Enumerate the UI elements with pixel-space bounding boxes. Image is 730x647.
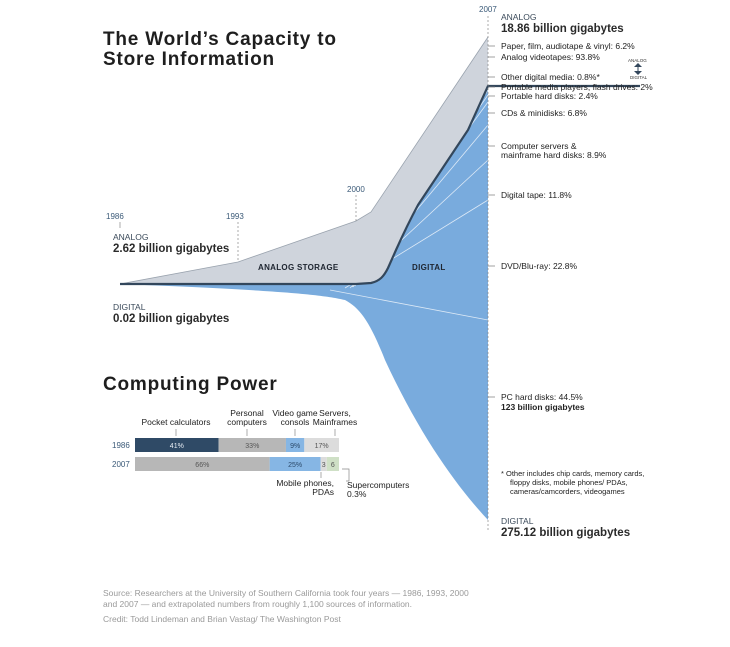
compute-header-label: Servers,: [319, 408, 351, 418]
digital-area: [120, 86, 488, 520]
compute-bottom-label: 0.3%: [347, 489, 367, 499]
breakdown-labels: Paper, film, audiotape & vinyl: 6.2%Anal…: [488, 41, 653, 398]
compute-header-label: consols: [281, 417, 310, 427]
main-title-line-2: Store Information: [103, 49, 275, 70]
computing-power-chart: 1986 41% 33% 9% 17% 2007 66% 25% 3 6 Pocket calcul…: [112, 408, 409, 499]
compute-bottom-label: Mobile phones,: [276, 478, 334, 488]
compute-bar-segment: [304, 438, 339, 452]
breakdown-label: Analog videotapes: 93.8%: [501, 52, 600, 62]
compute-bar-label: 6: [331, 462, 335, 469]
mini-legend-digital: DIGITAL: [630, 75, 648, 80]
compute-bar-segment: [269, 457, 321, 471]
year-1986: 1986: [106, 212, 124, 221]
pc-hard-disks-label: PC hard disks: 44.5%: [501, 392, 583, 402]
computing-power-title: Computing Power: [103, 374, 278, 395]
compute-bar-segment: [218, 438, 286, 452]
right-digital-value: 275.12 billion gigabytes: [501, 527, 630, 539]
analog-area: [120, 37, 488, 284]
breakdown-label: Other digital media: 0.8%*: [501, 72, 600, 82]
compute-bar-label: 9%: [290, 443, 300, 450]
left-analog-label: ANALOG: [113, 232, 148, 242]
compute-bar-label: 66%: [195, 462, 209, 469]
mini-legend-analog: ANALOG: [628, 58, 647, 63]
compute-bar-label: 33%: [245, 443, 259, 450]
right-digital-label: DIGITAL: [501, 516, 534, 526]
breakdown-label: Portable hard disks: 2.4%: [501, 91, 598, 101]
left-digital-value: 0.02 billion gigabytes: [113, 313, 229, 325]
footnote-line-2: floppy disks, mobile phones/ PDAs,: [510, 478, 628, 487]
compute-bar-segment: [326, 457, 339, 471]
mini-legend-down-arrow-icon: [634, 71, 642, 75]
pc-hard-disks-value: 123 billion gigabytes: [501, 402, 585, 412]
year-2007: 2007: [479, 5, 497, 14]
mini-legend-up-arrow-icon: [634, 63, 642, 67]
digital-boundary-line: [120, 84, 640, 286]
year-1993: 1993: [226, 212, 244, 221]
compute-header-label: Mainframes: [313, 417, 357, 427]
breakdown-label: Portable media players, flash drives: 2%: [501, 82, 653, 92]
compute-header-label: Pocket calculators: [142, 417, 211, 427]
compute-bottom-label: PDAs: [312, 487, 334, 497]
compute-bar-segment: [285, 438, 305, 452]
compute-bar-segment: [135, 457, 270, 471]
mini-legend: ANALOG DIGITAL: [628, 58, 648, 80]
band-label-analog: ANALOG STORAGE: [258, 263, 339, 272]
breakdown-label: mainframe hard disks: 8.9%: [501, 150, 607, 160]
credit-line: Credit: Todd Lindeman and Brian Vastag/ …: [103, 614, 341, 624]
breakdown-label: Digital tape: 11.8%: [501, 190, 572, 200]
compute-bottom-bracket: [342, 468, 350, 482]
compute-bar-label: 25%: [288, 462, 302, 469]
breakdown-label: CDs & minidisks: 6.8%: [501, 108, 587, 118]
right-analog-value: 18.86 billion gigabytes: [501, 23, 624, 35]
compute-bar-label: 17%: [315, 443, 329, 450]
left-analog-value: 2.62 billion gigabytes: [113, 243, 229, 255]
compute-bar-segment: [320, 457, 327, 471]
footnote-line-3: cameras/camcorders, videogames: [510, 487, 625, 496]
main-title-line-1: The World’s Capacity to: [103, 29, 337, 50]
breakdown-label: Computer servers &: [501, 141, 577, 151]
left-digital-label: DIGITAL: [113, 302, 146, 312]
band-label-digital: DIGITAL: [412, 263, 446, 272]
compute-row-year: 1986: [112, 441, 130, 450]
source-line-1: Source: Researchers at the University of…: [103, 588, 469, 598]
compute-bar-segment: [135, 438, 219, 452]
right-analog-label: ANALOG: [501, 12, 536, 22]
compute-header-label: Personal: [230, 408, 264, 418]
compute-bottom-label: Supercomputers: [347, 480, 409, 490]
year-2000: 2000: [347, 185, 365, 194]
breakdown-label: DVD/Blu-ray: 22.8%: [501, 261, 577, 271]
compute-header-label: Video game: [272, 408, 317, 418]
footnote-line-1: * Other includes chip cards, memory card…: [501, 469, 644, 478]
breakdown-label: Paper, film, audiotape & vinyl: 6.2%: [501, 41, 635, 51]
compute-bar-label: 3: [322, 462, 326, 469]
compute-row-year: 2007: [112, 460, 130, 469]
source-line-2: and 2007 — and extrapolated numbers from…: [103, 599, 412, 609]
storage-chart: 1986 1993 2000 2007 ANALOG 2.62 billion …: [106, 5, 653, 539]
compute-header-label: computers: [227, 417, 267, 427]
compute-bar-label: 41%: [170, 443, 184, 450]
